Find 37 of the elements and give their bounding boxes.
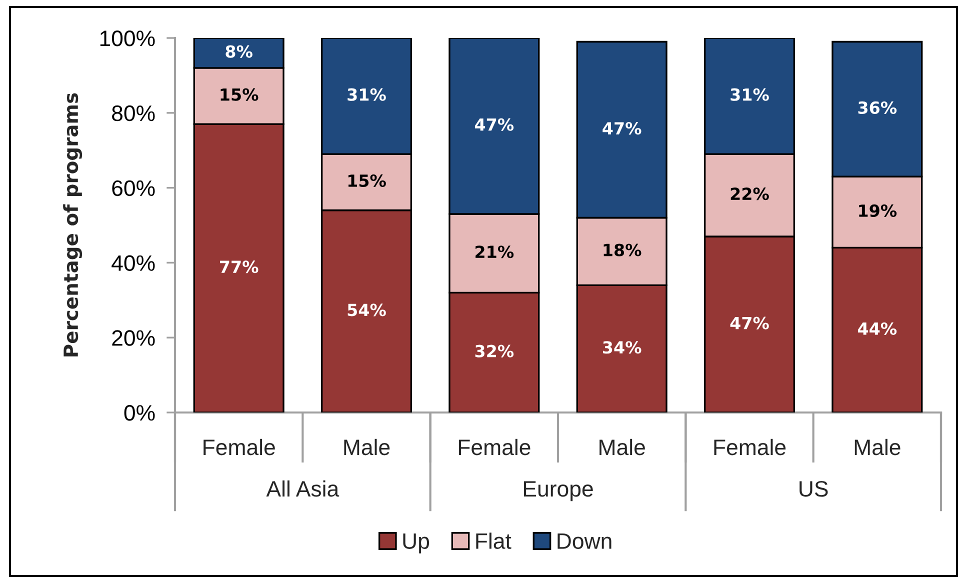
y-tick-label: 0% — [124, 405, 155, 421]
text: Europe — [524, 481, 593, 502]
x-tick-label: Female — [458, 438, 530, 456]
data-label: 31% — [730, 88, 769, 101]
text: All Asia — [266, 480, 340, 497]
y-tick-label: 20% — [112, 330, 155, 346]
data-label: 47% — [474, 118, 514, 131]
data-label: 22% — [730, 188, 769, 200]
data-label: 18% — [604, 244, 642, 256]
data-label: 21% — [476, 246, 514, 258]
x-tick-label: Male — [854, 438, 900, 456]
text: US — [800, 481, 828, 497]
data-label: 15% — [348, 174, 386, 188]
y-tick-label: 100% — [100, 30, 155, 46]
data-label: 44% — [858, 322, 897, 335]
data-label: 15% — [220, 88, 258, 101]
data-label: 34% — [603, 341, 642, 354]
data-label: 54% — [348, 304, 386, 316]
x-tick-label: Female — [714, 438, 786, 456]
x-tick-label: Male — [600, 438, 645, 456]
data-label: 8% — [226, 45, 252, 58]
data-label: 31% — [348, 88, 386, 101]
data-label: 47% — [602, 122, 642, 135]
legend-label: Up — [403, 533, 430, 554]
y-axis-title: Percentage of programs — [63, 93, 82, 356]
y-tick-label: 40% — [112, 255, 155, 271]
y-tick-label: 60% — [112, 180, 155, 196]
data-label: 36% — [858, 101, 897, 114]
data-label: 47% — [730, 316, 769, 330]
data-label: 77% — [220, 260, 258, 274]
data-label: 32% — [475, 344, 514, 358]
x-tick-label: Female — [204, 438, 275, 456]
y-tick-label: 80% — [112, 105, 155, 122]
x-tick-label: Male — [344, 438, 390, 456]
data-label: 19% — [859, 204, 897, 217]
legend-label: Flat — [476, 532, 512, 549]
legend-label: Down — [558, 533, 612, 549]
